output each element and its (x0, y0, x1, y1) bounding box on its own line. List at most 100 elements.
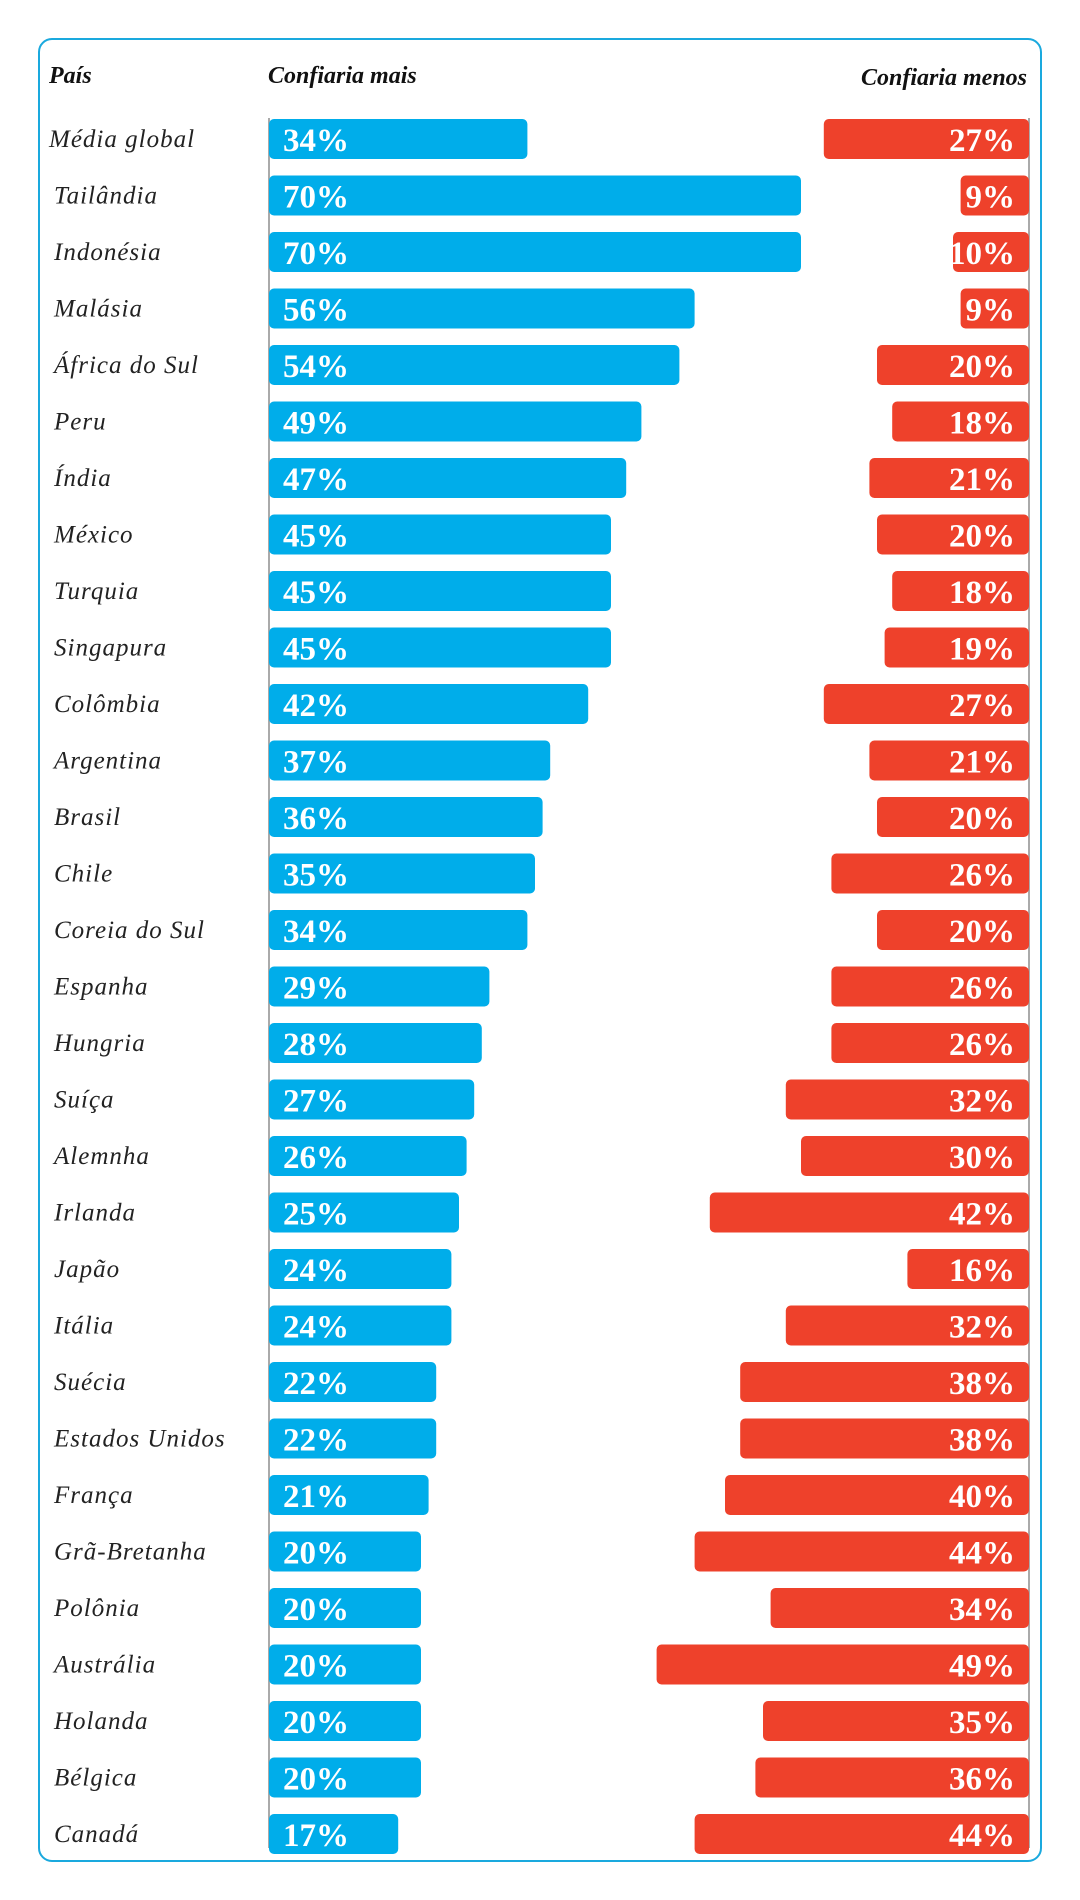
value-label-menos: 34% (949, 1592, 1015, 1628)
value-label-menos: 18% (949, 406, 1015, 442)
bar-confiaria-menos (694, 1814, 1029, 1854)
value-label-menos: 10% (949, 236, 1015, 272)
bar-confiaria-mais (269, 458, 627, 498)
bar-confiaria-menos (823, 684, 1029, 724)
header-less: Confiaria menos (861, 65, 1027, 91)
bar-confiaria-mais (269, 1418, 437, 1459)
value-label-menos: 40% (949, 1479, 1015, 1515)
value-label-mais: 26% (283, 1140, 349, 1176)
country-label: Coreia do Sul (54, 917, 205, 944)
bar-confiaria-mais (269, 232, 801, 272)
value-label-menos: 26% (949, 858, 1015, 894)
bar-confiaria-menos (960, 288, 1029, 329)
bar-confiaria-menos (656, 1644, 1029, 1685)
value-label-mais: 27% (283, 1084, 349, 1120)
country-label: Hungria (53, 1030, 146, 1057)
value-label-mais: 36% (283, 801, 349, 837)
bar-confiaria-menos (740, 1418, 1029, 1459)
country-label: Argentina (52, 748, 162, 775)
value-label-menos: 38% (949, 1366, 1015, 1402)
value-label-mais: 25% (283, 1197, 349, 1233)
value-label-mais: 29% (283, 971, 349, 1007)
bar-confiaria-menos (755, 1757, 1029, 1798)
value-label-mais: 56% (283, 293, 349, 329)
chart-frame (38, 38, 1042, 1862)
country-label: Polônia (53, 1595, 140, 1622)
bar-confiaria-mais (269, 853, 535, 894)
value-label-mais: 49% (283, 406, 349, 442)
country-label: Bélgica (54, 1765, 137, 1792)
country-label: Espanha (53, 974, 149, 1001)
country-label: Colômbia (54, 691, 161, 718)
bar-confiaria-menos (869, 740, 1029, 781)
value-label-mais: 22% (283, 1366, 349, 1402)
country-label: África do Sul (52, 351, 199, 379)
bar-confiaria-mais (269, 1305, 452, 1346)
bar-confiaria-mais (269, 1644, 421, 1685)
value-label-menos: 9% (966, 293, 1016, 329)
bar-confiaria-menos (725, 1475, 1029, 1515)
bar-confiaria-menos (763, 1701, 1029, 1741)
value-label-mais: 24% (283, 1310, 349, 1346)
value-label-menos: 26% (949, 971, 1015, 1007)
bar-confiaria-menos (907, 1249, 1029, 1289)
value-label-menos: 26% (949, 1027, 1015, 1063)
bar-confiaria-mais (269, 797, 543, 837)
header-country: País (48, 63, 92, 89)
bar-confiaria-mais (269, 740, 551, 781)
bar-confiaria-mais (269, 1475, 429, 1515)
value-label-menos: 21% (949, 462, 1015, 498)
value-label-mais: 70% (283, 180, 349, 216)
bar-confiaria-mais (269, 1814, 399, 1854)
bar-confiaria-mais (269, 571, 611, 611)
value-label-mais: 45% (283, 632, 349, 668)
bar-confiaria-mais (269, 1023, 482, 1063)
value-label-mais: 70% (283, 236, 349, 272)
value-label-mais: 45% (283, 519, 349, 555)
value-label-mais: 35% (283, 858, 349, 894)
country-label: Suécia (54, 1369, 127, 1396)
value-label-menos: 44% (949, 1536, 1015, 1572)
country-label: México (53, 522, 134, 549)
value-label-menos: 44% (949, 1818, 1015, 1854)
country-label: Chile (54, 861, 113, 888)
bar-confiaria-menos (709, 1192, 1029, 1233)
bar-confiaria-mais (269, 119, 528, 159)
value-label-menos: 16% (949, 1253, 1015, 1289)
value-label-mais: 37% (283, 745, 349, 781)
bar-confiaria-menos (869, 458, 1029, 498)
value-label-mais: 24% (283, 1253, 349, 1289)
value-label-mais: 42% (283, 688, 349, 724)
bar-confiaria-menos (785, 1079, 1029, 1120)
bar-confiaria-mais (269, 1362, 437, 1402)
value-label-mais: 20% (283, 1705, 349, 1741)
country-label: Peru (53, 409, 107, 436)
value-label-menos: 36% (949, 1762, 1015, 1798)
bar-confiaria-mais (269, 1701, 421, 1741)
country-label: Tailândia (54, 183, 158, 210)
value-label-menos: 42% (949, 1197, 1015, 1233)
bar-confiaria-mais (269, 1136, 467, 1176)
country-label: Singapura (54, 635, 167, 662)
value-label-mais: 20% (283, 1536, 349, 1572)
country-label: Holanda (53, 1708, 149, 1735)
value-label-menos: 20% (949, 801, 1015, 837)
value-label-mais: 22% (283, 1423, 349, 1459)
bar-confiaria-menos (892, 571, 1029, 611)
country-label: Turquia (54, 578, 139, 605)
value-label-menos: 27% (949, 688, 1015, 724)
bar-confiaria-menos (785, 1305, 1029, 1346)
country-label: Indonésia (53, 239, 162, 266)
bar-confiaria-mais (269, 345, 680, 385)
country-label: Canadá (54, 1821, 139, 1848)
value-label-mais: 20% (283, 1592, 349, 1628)
country-label: Alemnha (52, 1143, 150, 1170)
value-label-mais: 34% (283, 123, 349, 159)
country-label: Brasil (54, 804, 121, 831)
country-label: Grã-Bretanha (54, 1539, 207, 1566)
bar-confiaria-mais (269, 966, 490, 1007)
bar-confiaria-menos (877, 797, 1029, 837)
bar-confiaria-mais (269, 401, 642, 442)
value-label-mais: 47% (283, 462, 349, 498)
